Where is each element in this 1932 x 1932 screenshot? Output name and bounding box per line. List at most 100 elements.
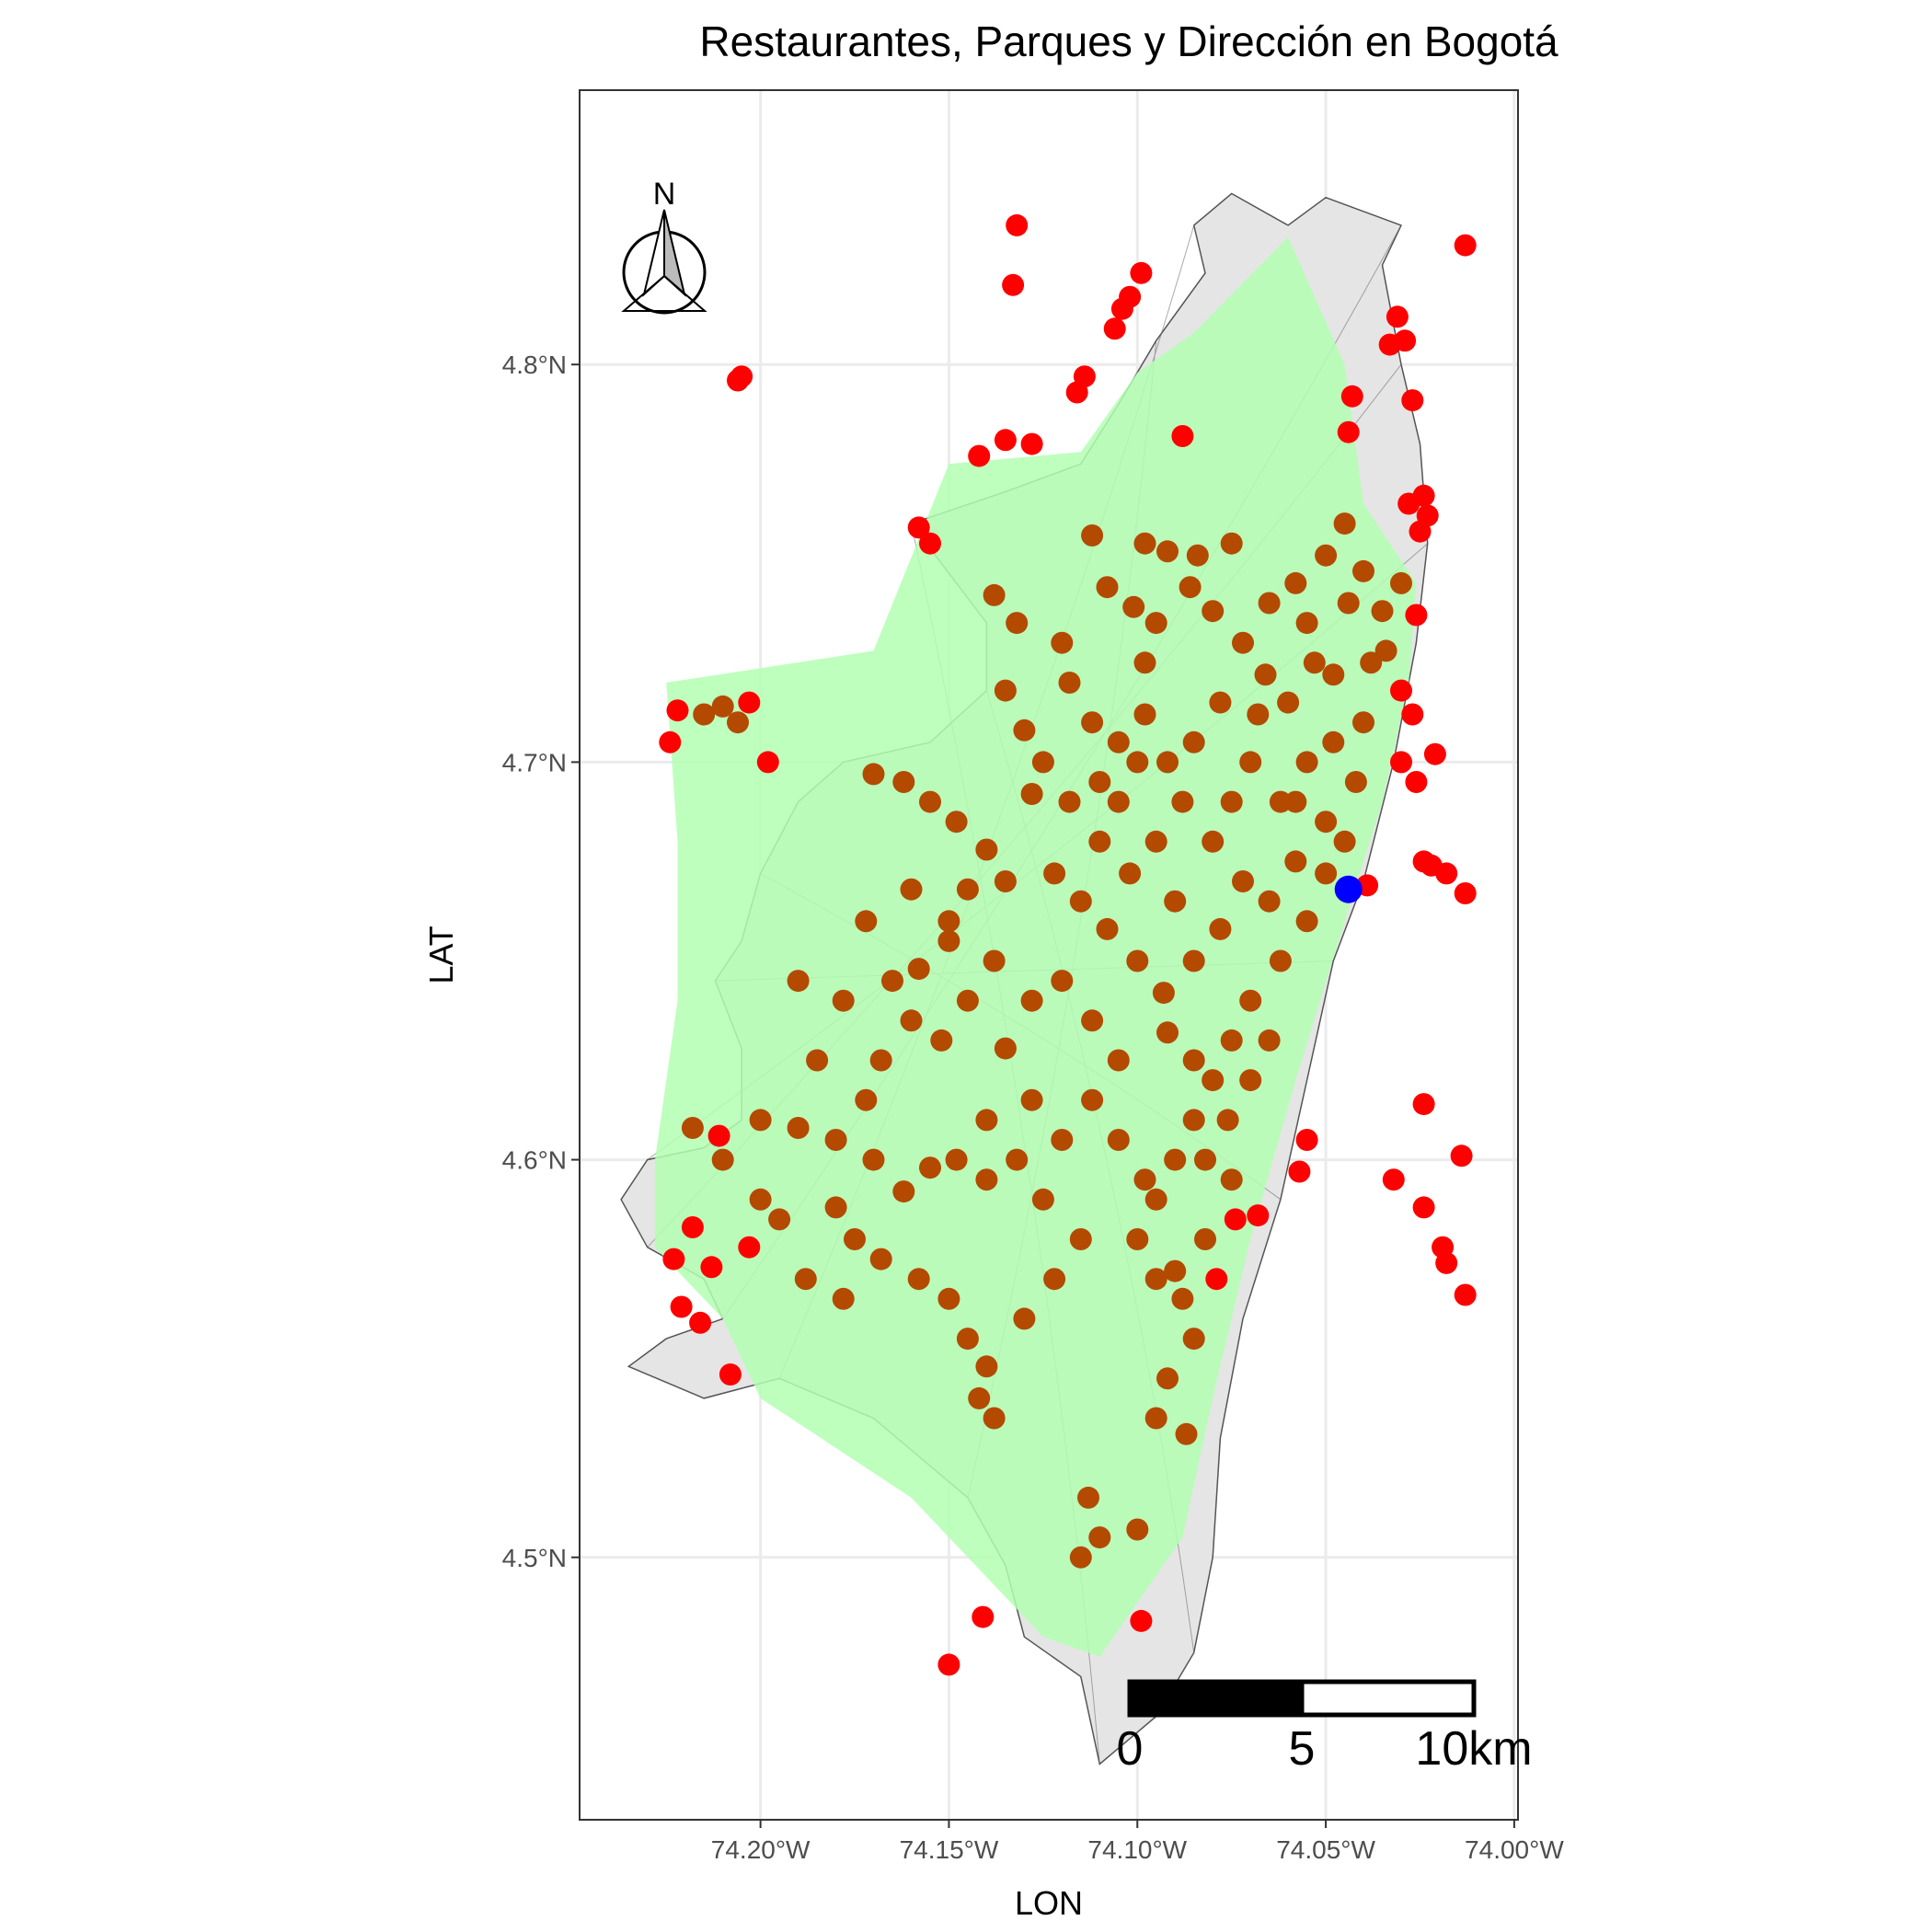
- overlap-point-110: [975, 1109, 998, 1132]
- restaurant-point-26: [1397, 492, 1420, 515]
- restaurant-point-22: [919, 532, 941, 555]
- scale-label-10km: 10km: [1415, 1722, 1532, 1776]
- overlap-point-161: [1254, 663, 1277, 686]
- overlap-point-107: [1069, 1228, 1092, 1250]
- restaurant-point-44: [1435, 1251, 1458, 1274]
- restaurant-point-62: [1205, 1268, 1228, 1291]
- overlap-point-94: [806, 1049, 829, 1072]
- overlap-point-127: [1077, 1486, 1099, 1509]
- overlap-point-99: [844, 1228, 866, 1250]
- overlap-point-116: [1051, 970, 1074, 993]
- panel-border: [579, 89, 1519, 1821]
- overlap-point-54: [1171, 790, 1194, 813]
- overlap-point-154: [1284, 790, 1307, 813]
- restaurant-point-28: [659, 730, 682, 753]
- overlap-point-84: [956, 989, 979, 1012]
- restaurant-point-31: [1423, 742, 1446, 765]
- restaurant-point-10: [1065, 381, 1088, 404]
- overlap-point-87: [869, 1049, 892, 1072]
- overlap-point-147: [1220, 1168, 1243, 1191]
- y-axis: 4.5°N 4.6°N 4.7°N 4.8°N: [502, 351, 580, 1572]
- restaurant-point-25: [1409, 520, 1432, 543]
- restaurant-point-15: [1337, 420, 1360, 443]
- y-tick-label-3: 4.8°N: [502, 351, 567, 379]
- overlap-point-145: [1239, 1069, 1262, 1092]
- restaurant-point-2: [1454, 234, 1477, 257]
- overlap-point-139: [1081, 711, 1104, 734]
- overlap-point-81: [956, 878, 979, 901]
- overlap-point-10: [1051, 631, 1074, 654]
- overlap-point-28: [1269, 790, 1292, 813]
- overlap-point-77: [919, 790, 941, 813]
- overlap-point-41: [1164, 1148, 1187, 1171]
- overlap-point-12: [1144, 612, 1167, 635]
- overlap-point-44: [1144, 1268, 1167, 1291]
- restaurant-point-13: [1378, 333, 1401, 356]
- overlap-point-83: [983, 949, 1006, 972]
- overlap-point-42: [1144, 1188, 1167, 1211]
- overlap-point-40: [1182, 1109, 1205, 1132]
- overlap-point-70: [1232, 870, 1254, 892]
- overlap-point-119: [975, 1168, 998, 1191]
- overlap-point-39: [1202, 1069, 1225, 1092]
- y-tick-label-0: 4.5°N: [502, 1544, 567, 1572]
- overlap-point-152: [1182, 1049, 1205, 1072]
- overlap-point-31: [1344, 771, 1367, 793]
- overlap-point-129: [1069, 1546, 1092, 1569]
- overlap-point-148: [1194, 1228, 1216, 1250]
- overlap-point-151: [1107, 1129, 1130, 1151]
- overlap-point-34: [1258, 890, 1281, 913]
- overlap-point-104: [975, 1355, 998, 1378]
- restaurant-point-48: [670, 1295, 693, 1318]
- overlap-point-117: [1020, 989, 1043, 1012]
- overlap-point-58: [1058, 790, 1081, 813]
- restaurant-point-61: [1401, 703, 1424, 726]
- overlap-point-150: [1133, 1168, 1156, 1191]
- overlap-point-76: [892, 771, 915, 793]
- overlap-point-4: [1186, 544, 1209, 567]
- overlap-point-71: [1202, 830, 1225, 853]
- overlap-point-91: [749, 1109, 772, 1132]
- overlap-point-49: [1175, 1422, 1198, 1445]
- x-tick-label-1: 74.15°W: [900, 1835, 999, 1864]
- overlap-point-57: [1088, 830, 1111, 853]
- overlap-point-124: [824, 1196, 847, 1219]
- overlap-point-162: [1209, 691, 1232, 714]
- restaurant-point-52: [972, 1605, 995, 1628]
- restaurant-point-32: [1405, 771, 1428, 793]
- restaurant-point-57: [738, 1236, 761, 1259]
- overlap-point-8: [1006, 612, 1029, 635]
- overlap-point-51: [1107, 730, 1130, 753]
- overlap-point-22: [1360, 651, 1383, 674]
- address-point-0: [1334, 875, 1363, 903]
- restaurant-point-17: [994, 429, 1017, 452]
- restaurant-point-39: [1412, 1093, 1435, 1116]
- overlap-point-160: [1303, 651, 1326, 674]
- overlap-point-103: [956, 1328, 979, 1351]
- restaurant-point-60: [1390, 679, 1412, 702]
- restaurant-point-50: [719, 1363, 742, 1386]
- overlap-point-121: [919, 1156, 941, 1179]
- restaurant-point-33: [1390, 751, 1412, 774]
- overlap-point-18: [1333, 512, 1356, 535]
- restaurant-point-36: [1435, 862, 1458, 885]
- point-layer: [659, 213, 1477, 1676]
- overlap-point-16: [1284, 571, 1307, 594]
- overlap-point-143: [1194, 1148, 1216, 1171]
- overlap-point-85: [930, 1029, 953, 1052]
- overlap-point-113: [1081, 1088, 1104, 1111]
- overlap-point-33: [1284, 850, 1307, 873]
- x-axis: 74.20°W 74.15°W 74.10°W 74.05°W 74.00°W: [711, 1820, 1564, 1864]
- overlap-point-120: [945, 1148, 968, 1171]
- overlap-point-106: [1043, 1268, 1066, 1291]
- overlap-point-86: [900, 1009, 923, 1032]
- overlap-point-19: [1352, 559, 1374, 582]
- overlap-point-13: [1202, 600, 1225, 623]
- north-arrow-base: [621, 274, 707, 312]
- overlap-point-38: [1220, 1029, 1243, 1052]
- y-tick-label-2: 4.7°N: [502, 748, 567, 776]
- overlap-point-59: [1031, 751, 1054, 774]
- x-axis-title: LON: [1015, 1884, 1083, 1922]
- overlap-point-135: [881, 970, 903, 993]
- restaurant-point-0: [1006, 213, 1029, 236]
